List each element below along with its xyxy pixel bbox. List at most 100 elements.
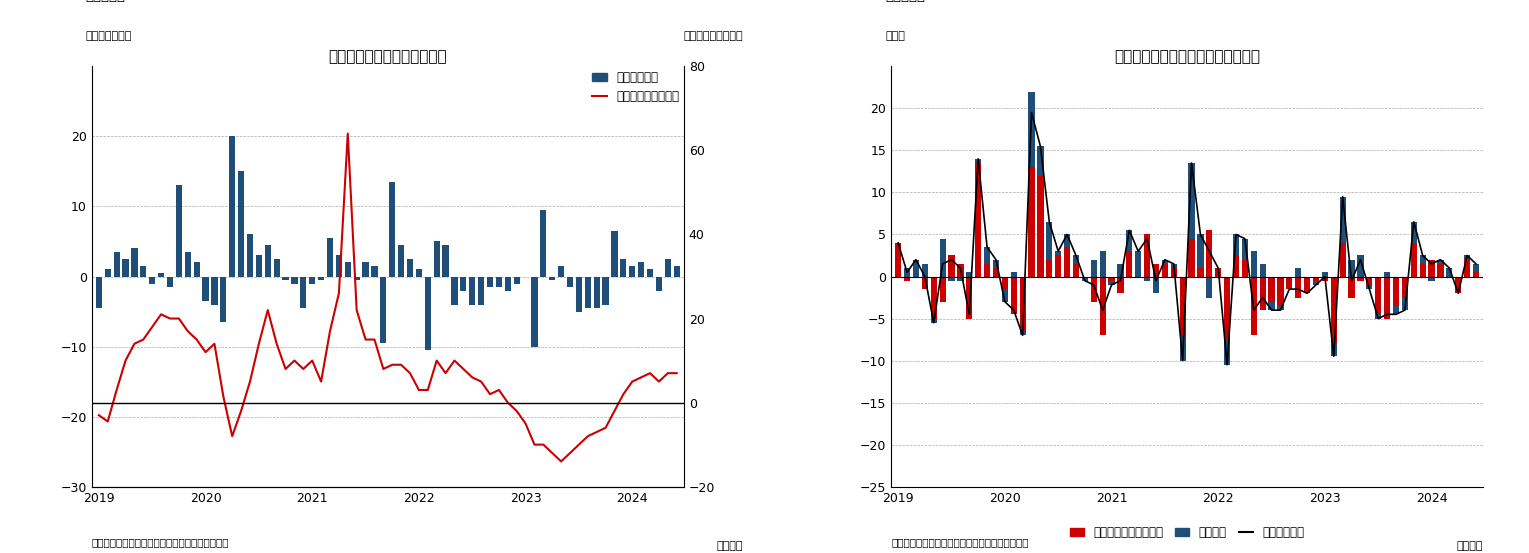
Bar bbox=[1197, 234, 1203, 268]
Bar bbox=[1225, 340, 1231, 365]
Bar bbox=[229, 137, 235, 276]
Bar bbox=[362, 263, 368, 276]
Text: （資料）センサス局よりニッセイ基礎研究所作成: （資料）センサス局よりニッセイ基礎研究所作成 bbox=[891, 538, 1029, 547]
Bar bbox=[1099, 251, 1105, 276]
Text: （資料）センサス局よりニッセイ基礎研究所作成: （資料）センサス局よりニッセイ基礎研究所作成 bbox=[92, 538, 229, 547]
Bar bbox=[211, 276, 217, 305]
Bar bbox=[1153, 264, 1159, 276]
Bar bbox=[1367, 276, 1373, 285]
Bar bbox=[567, 276, 573, 287]
Bar bbox=[1375, 314, 1381, 319]
Bar bbox=[1260, 276, 1266, 310]
Bar bbox=[1411, 243, 1417, 276]
Bar bbox=[621, 259, 627, 276]
Bar bbox=[309, 276, 315, 284]
Bar bbox=[612, 231, 618, 276]
Bar bbox=[1179, 276, 1187, 335]
Bar bbox=[1393, 306, 1399, 314]
Bar bbox=[407, 259, 413, 276]
Bar bbox=[1428, 260, 1434, 276]
Bar bbox=[1127, 251, 1133, 276]
Bar bbox=[1419, 264, 1425, 276]
Bar bbox=[255, 255, 261, 276]
Bar bbox=[246, 234, 254, 276]
Bar bbox=[486, 276, 494, 287]
Bar bbox=[194, 263, 200, 276]
Bar bbox=[966, 272, 972, 276]
Bar bbox=[1304, 276, 1310, 293]
Bar bbox=[532, 276, 538, 347]
Bar bbox=[113, 252, 119, 276]
Bar bbox=[1206, 276, 1212, 298]
Bar bbox=[300, 276, 306, 308]
Bar bbox=[388, 182, 396, 276]
Bar bbox=[1375, 276, 1381, 314]
Bar bbox=[976, 163, 982, 276]
Text: （図表５）: （図表５） bbox=[86, 0, 125, 3]
Bar bbox=[549, 276, 555, 280]
Bar bbox=[894, 243, 901, 276]
Bar bbox=[1020, 276, 1026, 331]
Bar bbox=[656, 276, 662, 290]
Bar bbox=[593, 276, 599, 308]
Bar bbox=[1313, 276, 1320, 281]
Bar bbox=[495, 276, 502, 287]
Bar bbox=[1384, 272, 1390, 276]
Bar bbox=[1020, 331, 1026, 335]
Bar bbox=[1384, 276, 1390, 319]
Bar bbox=[434, 242, 440, 276]
Bar bbox=[176, 185, 182, 276]
Bar bbox=[1472, 264, 1479, 272]
Bar bbox=[1349, 276, 1355, 298]
Bar bbox=[1144, 234, 1150, 276]
Bar bbox=[1073, 255, 1079, 264]
Bar bbox=[1463, 255, 1471, 260]
Bar bbox=[665, 259, 671, 276]
Bar bbox=[647, 269, 653, 276]
Bar bbox=[131, 248, 138, 276]
Bar bbox=[1358, 276, 1364, 281]
Bar bbox=[931, 276, 937, 319]
Bar bbox=[1339, 243, 1346, 276]
Bar bbox=[1321, 276, 1329, 281]
Legend: 季調済前月比, 前年同月比（右軸）: 季調済前月比, 前年同月比（右軸） bbox=[587, 66, 683, 108]
Bar bbox=[141, 266, 147, 276]
Bar bbox=[1269, 302, 1275, 310]
Bar bbox=[1046, 260, 1052, 276]
Bar bbox=[931, 319, 937, 323]
Bar bbox=[353, 276, 359, 280]
Bar bbox=[1321, 272, 1329, 276]
Title: 住宅着工許可件数（伸び率）: 住宅着工許可件数（伸び率） bbox=[329, 49, 446, 64]
Bar bbox=[96, 276, 102, 308]
Bar bbox=[1001, 289, 1008, 302]
Bar bbox=[1216, 268, 1222, 276]
Bar bbox=[1330, 344, 1336, 356]
Bar bbox=[1162, 264, 1168, 276]
Bar bbox=[514, 276, 520, 284]
Bar bbox=[1127, 230, 1133, 251]
Bar bbox=[185, 252, 191, 276]
Bar bbox=[1029, 167, 1035, 276]
Bar bbox=[628, 266, 636, 276]
Bar bbox=[274, 259, 280, 276]
Bar bbox=[167, 276, 173, 287]
Bar bbox=[381, 276, 387, 343]
Bar bbox=[1251, 251, 1257, 276]
Text: （月次）: （月次） bbox=[717, 541, 743, 551]
Bar bbox=[1153, 276, 1159, 293]
Bar bbox=[344, 263, 350, 276]
Bar bbox=[1179, 335, 1187, 361]
Bar bbox=[1349, 260, 1355, 276]
Bar bbox=[1046, 222, 1052, 260]
Bar bbox=[1313, 281, 1320, 285]
Bar bbox=[1064, 234, 1070, 247]
Bar bbox=[1197, 268, 1203, 276]
Bar bbox=[479, 276, 485, 305]
Bar bbox=[1358, 255, 1364, 276]
Bar bbox=[1411, 222, 1417, 243]
Bar bbox=[1242, 260, 1248, 276]
Bar bbox=[1118, 264, 1124, 276]
Bar bbox=[922, 276, 928, 289]
Bar bbox=[1472, 272, 1479, 276]
Bar bbox=[1171, 264, 1177, 268]
